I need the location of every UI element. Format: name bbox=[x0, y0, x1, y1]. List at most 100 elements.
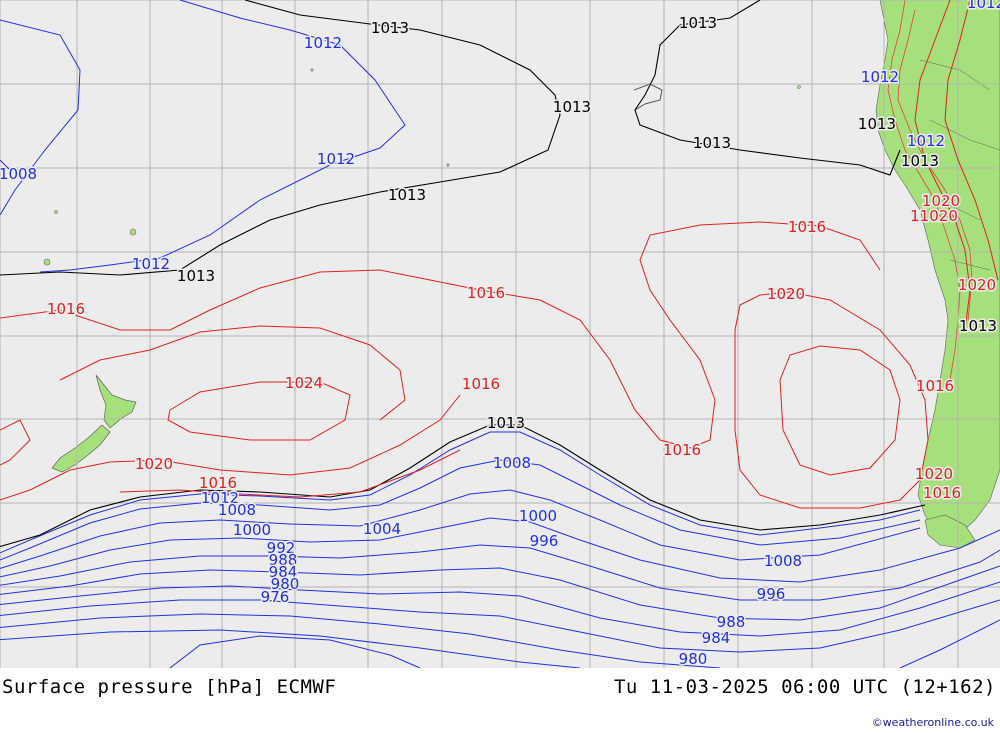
isobar-label-halo: 1020 bbox=[767, 285, 805, 303]
isobar-label-l1013-f: 1013 bbox=[177, 267, 215, 285]
isobar-label-l1020-e: 1020 bbox=[922, 192, 960, 210]
isobar-label-l1016-h: 1016 bbox=[923, 484, 961, 502]
isobar-label-halo: 1013 bbox=[959, 317, 997, 335]
isobar-label-halo: 1013 bbox=[371, 19, 409, 37]
isobar-label-halo: 1012 bbox=[304, 34, 342, 52]
isobar-label-halo: 1020 bbox=[922, 192, 960, 210]
isobar-label-halo: 1016 bbox=[663, 441, 701, 459]
isobar-label-l1016-b: 1016 bbox=[467, 284, 505, 302]
isobar-label-l988-b: 988 bbox=[717, 613, 746, 631]
isobar-label-l1004: 1004 bbox=[363, 520, 401, 538]
isobar-label-halo: 1012 bbox=[201, 489, 239, 507]
isobar-label-l1024: 1024 bbox=[285, 374, 323, 392]
isobar-label-l1013-i: 1013 bbox=[959, 317, 997, 335]
isobar-label-halo: 988 bbox=[717, 613, 746, 631]
isobar-label-halo: 1012 bbox=[317, 150, 355, 168]
isobar-label-l1013-b: 1013 bbox=[679, 14, 717, 32]
isobar-label-halo: 1016 bbox=[788, 218, 826, 236]
isobar-label-l984-b: 984 bbox=[702, 629, 731, 647]
isobar-label-halo: 1016 bbox=[923, 484, 961, 502]
isobar-label-halo: 1013 bbox=[177, 267, 215, 285]
tierra-del-fuego bbox=[924, 514, 976, 549]
isobar-label-halo: 1013 bbox=[679, 14, 717, 32]
isobar-label-l1013-h: 1013 bbox=[901, 152, 939, 170]
isobar-label-l1016-d: 1016 bbox=[663, 441, 701, 459]
isobar-label-l1020-b: 1020 bbox=[767, 285, 805, 303]
isobars-high bbox=[0, 0, 999, 509]
isobar-label-halo: 980 bbox=[271, 575, 300, 593]
isobar-label-l1016-f: 1016 bbox=[199, 474, 237, 492]
isobar-label-l1008-b: 1008 bbox=[493, 454, 531, 472]
isobar-label-halo: 1016 bbox=[199, 474, 237, 492]
isobar-label-l1012-e: 1012 bbox=[967, 0, 1000, 12]
isobar-label-l1016-a: 1016 bbox=[47, 300, 85, 318]
isobar-label-halo: 1008 bbox=[218, 501, 256, 519]
pressure-map: 60E170E180170W160W150W140W130W120W110W10… bbox=[0, 0, 1000, 668]
isobar-label-l1013-a: 1013 bbox=[371, 19, 409, 37]
isobar-label-l1012-f: 1012 bbox=[907, 132, 945, 150]
isobar-label-halo: 988 bbox=[269, 551, 298, 569]
isobar-label-halo: 1020 bbox=[958, 276, 996, 294]
isobar-label-l1013-c: 1013 bbox=[553, 98, 591, 116]
isobar-label-halo: 1012 bbox=[967, 0, 1000, 12]
isobar-label-halo: 1024 bbox=[285, 374, 323, 392]
isobar-label-l1020-f: 11020 bbox=[910, 207, 958, 225]
isobar-label-l1012-a: 1012 bbox=[304, 34, 342, 52]
isobar-label-l1013-e: 1013 bbox=[388, 186, 426, 204]
isobar-label-halo: 976 bbox=[261, 588, 290, 606]
isobar-label-halo: 1008 bbox=[0, 165, 37, 183]
isobar-label-halo: 1012 bbox=[861, 68, 899, 86]
isobars-low bbox=[0, 0, 1000, 668]
isobar-label-halo: 1013 bbox=[693, 134, 731, 152]
isobar-label-l976: 976 bbox=[261, 588, 290, 606]
isobar-label-halo: 1016 bbox=[462, 375, 500, 393]
isobars-reference bbox=[0, 0, 926, 548]
isobar-label-halo: 1013 bbox=[553, 98, 591, 116]
isobar-label-halo: 11020 bbox=[910, 207, 958, 225]
valid-time: Tu 11-03-2025 06:00 UTC (12+162) bbox=[613, 676, 996, 698]
isobar-label-halo: 1013 bbox=[858, 115, 896, 133]
isobar-label-halo: 1016 bbox=[916, 377, 954, 395]
isobar-label-l1000-a: 1000 bbox=[233, 521, 271, 539]
new-zealand-south-island bbox=[51, 424, 111, 473]
isobar-label-halo: 1020 bbox=[915, 465, 953, 483]
ocean bbox=[0, 0, 1000, 668]
isobar-label-halo: 1008 bbox=[764, 552, 802, 570]
isobar-label-halo: 1020 bbox=[135, 455, 173, 473]
isobar-label-l1012-g: 1012 bbox=[861, 68, 899, 86]
isobar-label-halo: 1016 bbox=[467, 284, 505, 302]
isobar-label-halo: 980 bbox=[679, 650, 708, 668]
isobar-label-l980-b: 980 bbox=[679, 650, 708, 668]
isobar-labels: 1013 1013 1013 1013 1013 1013 1013 1013 1013 1013… bbox=[0, 0, 1000, 668]
isobar-label-halo: 1008 bbox=[493, 454, 531, 472]
isobar-label-halo: 984 bbox=[702, 629, 731, 647]
isobar-label-halo: 1000 bbox=[233, 521, 271, 539]
small-islands bbox=[43, 68, 801, 266]
isobar-label-l1020-c: 1020 bbox=[958, 276, 996, 294]
isobar-label-l1008-a: 1008 bbox=[0, 165, 37, 183]
isobar-label-halo: 984 bbox=[269, 563, 298, 581]
lat-lon-grid bbox=[0, 0, 1000, 668]
isobar-label-l1020-d: 1020 bbox=[915, 465, 953, 483]
isobar-label-halo: 992 bbox=[267, 539, 296, 557]
isobar-label-l1016-e: 1016 bbox=[788, 218, 826, 236]
isobar-label-l1000-b: 1000 bbox=[519, 507, 557, 525]
isobar-label-halo: 1012 bbox=[907, 132, 945, 150]
isobar-label-l988-a: 988 bbox=[269, 551, 298, 569]
isobar-label-halo: 1016 bbox=[47, 300, 85, 318]
isobar-label-l1016-c: 1016 bbox=[462, 375, 500, 393]
credit-link[interactable]: ©weatheronline.co.uk bbox=[871, 716, 994, 729]
isobar-label-l1012-d: 1012 bbox=[201, 489, 239, 507]
isobar-label-halo: 996 bbox=[530, 532, 559, 550]
isobar-label-l996-b: 996 bbox=[757, 585, 786, 603]
isobar-label-l984-a: 984 bbox=[269, 563, 298, 581]
isobar-label-halo: 996 bbox=[757, 585, 786, 603]
isobar-label-l1020-a: 1020 bbox=[135, 455, 173, 473]
isobar-label-l1008-d: 1008 bbox=[764, 552, 802, 570]
isobar-label-l1013-g: 1013 bbox=[858, 115, 896, 133]
isobar-label-halo: 1000 bbox=[519, 507, 557, 525]
isobar-label-l996-a: 996 bbox=[530, 532, 559, 550]
isobar-label-l992: 992 bbox=[267, 539, 296, 557]
isobar-label-halo: 1013 bbox=[901, 152, 939, 170]
isobar-label-l1012-c: 1012 bbox=[132, 255, 170, 273]
